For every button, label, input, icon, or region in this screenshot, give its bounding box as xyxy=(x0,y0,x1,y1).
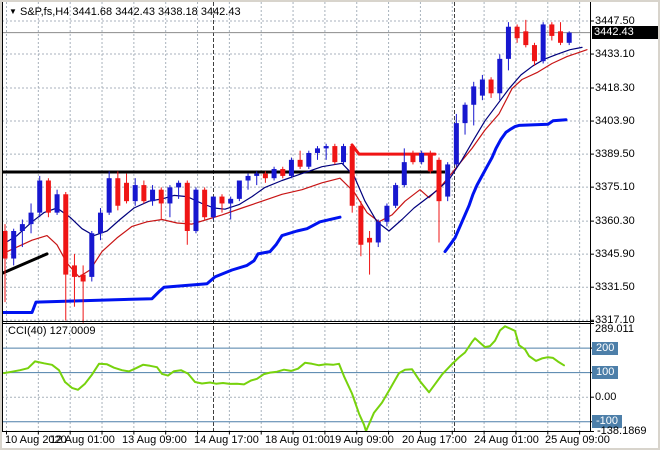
price-axis-label: 3375.10 xyxy=(595,180,635,193)
time-axis-label: 10 Aug 2020 xyxy=(5,434,67,446)
indicator-name: CCI(40) xyxy=(8,325,47,337)
indicator-label: CCI(40) 127.0009 xyxy=(8,325,95,337)
symbol-quote: 3441.68 3442.43 3438.18 3442.43 xyxy=(72,6,241,18)
time-axis-label: 12 Aug 01:00 xyxy=(50,434,115,446)
current-price-badge: 3442.43 xyxy=(592,26,658,40)
price-axis-label: 3360.30 xyxy=(595,214,635,227)
symbol-dropdown-icon[interactable]: ▼ xyxy=(9,7,17,16)
symbol-title: S&P,fs,H4 xyxy=(19,6,70,18)
time-axis-label: 14 Aug 17:00 xyxy=(194,434,259,446)
price-axis-label: 3433.10 xyxy=(595,47,635,60)
price-axis-label: 3331.50 xyxy=(595,280,635,293)
symbol-header: ▼ S&P,fs,H4 3441.68 3442.43 3438.18 3442… xyxy=(9,6,241,18)
price-axis-label: 3389.50 xyxy=(595,147,635,160)
cci-min-label: -138.1869 xyxy=(597,424,647,437)
price-axis-label: 3403.90 xyxy=(595,114,635,127)
time-axis-label: 20 Aug 17:00 xyxy=(402,434,467,446)
time-axis-label: 19 Aug 09:00 xyxy=(329,434,394,446)
indicator-value: 127.0009 xyxy=(49,325,96,337)
price-axis-label: 3317.10 xyxy=(595,313,635,326)
cci-zero-label: 0.00 xyxy=(595,390,617,403)
time-axis-label: 13 Aug 09:00 xyxy=(122,434,187,446)
time-axis-label: 18 Aug 01:00 xyxy=(265,434,330,446)
price-axis-label: 3345.90 xyxy=(595,247,635,260)
price-axis-label: 3447.50 xyxy=(595,14,635,27)
cci-level-badge: 200 xyxy=(592,341,619,355)
price-axis-label: 3418.30 xyxy=(595,81,635,94)
cci-level-badge: 100 xyxy=(592,366,619,380)
cci-level-badge: -100 xyxy=(592,415,623,429)
cci-max-label: 289.011 xyxy=(595,323,634,335)
time-axis-label: 24 Aug 01:00 xyxy=(474,434,539,446)
time-axis-label: 25 Aug 09:00 xyxy=(545,434,610,446)
